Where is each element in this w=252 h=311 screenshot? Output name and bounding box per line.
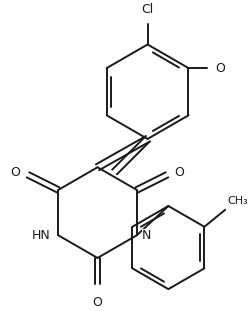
Text: O: O — [214, 62, 224, 75]
Text: O: O — [174, 166, 184, 179]
Text: N: N — [141, 229, 150, 242]
Text: O: O — [92, 296, 102, 309]
Text: O: O — [11, 166, 20, 179]
Text: Cl: Cl — [141, 3, 153, 16]
Text: CH₃: CH₃ — [226, 196, 247, 206]
Text: HN: HN — [32, 229, 50, 242]
